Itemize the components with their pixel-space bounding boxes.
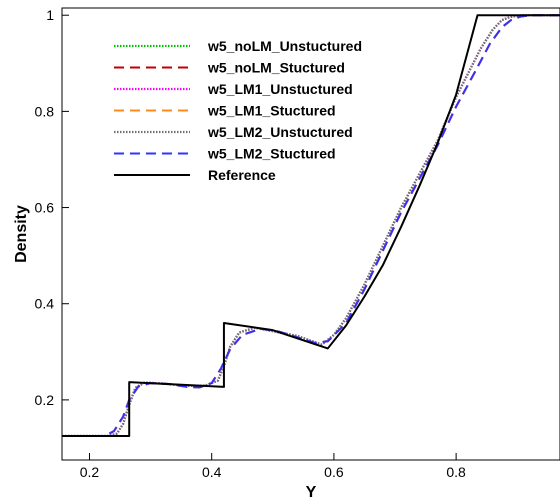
legend-label-1: w5_noLM_Stuctured — [207, 60, 345, 76]
series-line-1 — [62, 14, 560, 437]
series-layer — [62, 14, 560, 438]
y-axis-label: Density — [13, 205, 30, 263]
plot-frame — [61, 7, 560, 461]
series-line-3 — [62, 14, 560, 437]
plot-area — [61, 7, 560, 461]
x-tick-label: 0.6 — [324, 464, 344, 480]
series-line-4 — [62, 14, 560, 438]
series-line-0 — [62, 14, 560, 438]
y-tick-label: 0.4 — [35, 296, 55, 312]
x-axis-ticks: 0.2 0.4 0.6 0.8 — [80, 453, 466, 480]
legend-label-4: w5_LM2_Unstuctured — [207, 124, 353, 140]
legend-label-2: w5_LM1_Unstuctured — [207, 81, 353, 97]
legend-label-6: Reference — [208, 167, 276, 183]
y-tick-label: 0.8 — [35, 103, 55, 119]
y-axis-ticks: 0.2 0.4 0.6 0.8 1 — [35, 7, 69, 408]
x-axis-label: Y — [306, 484, 317, 501]
series-line-6 — [62, 14, 560, 437]
x-tick-label: 0.4 — [202, 464, 222, 480]
x-tick-label: 0.8 — [446, 464, 466, 480]
x-tick-label: 0.2 — [80, 464, 100, 480]
series-line-2 — [62, 14, 560, 438]
series-line-5 — [62, 14, 560, 437]
y-tick-label: 0.2 — [35, 392, 55, 408]
y-tick-label: 1 — [46, 7, 54, 23]
legend: w5_noLM_Unstuctured w5_noLM_Stuctured w5_L… — [114, 38, 362, 183]
legend-label-3: w5_LM1_Stuctured — [207, 103, 336, 119]
legend-label-0: w5_noLM_Unstuctured — [207, 38, 362, 54]
legend-label-5: w5_LM2_Stuctured — [207, 146, 336, 162]
y-tick-label: 0.6 — [35, 200, 55, 216]
